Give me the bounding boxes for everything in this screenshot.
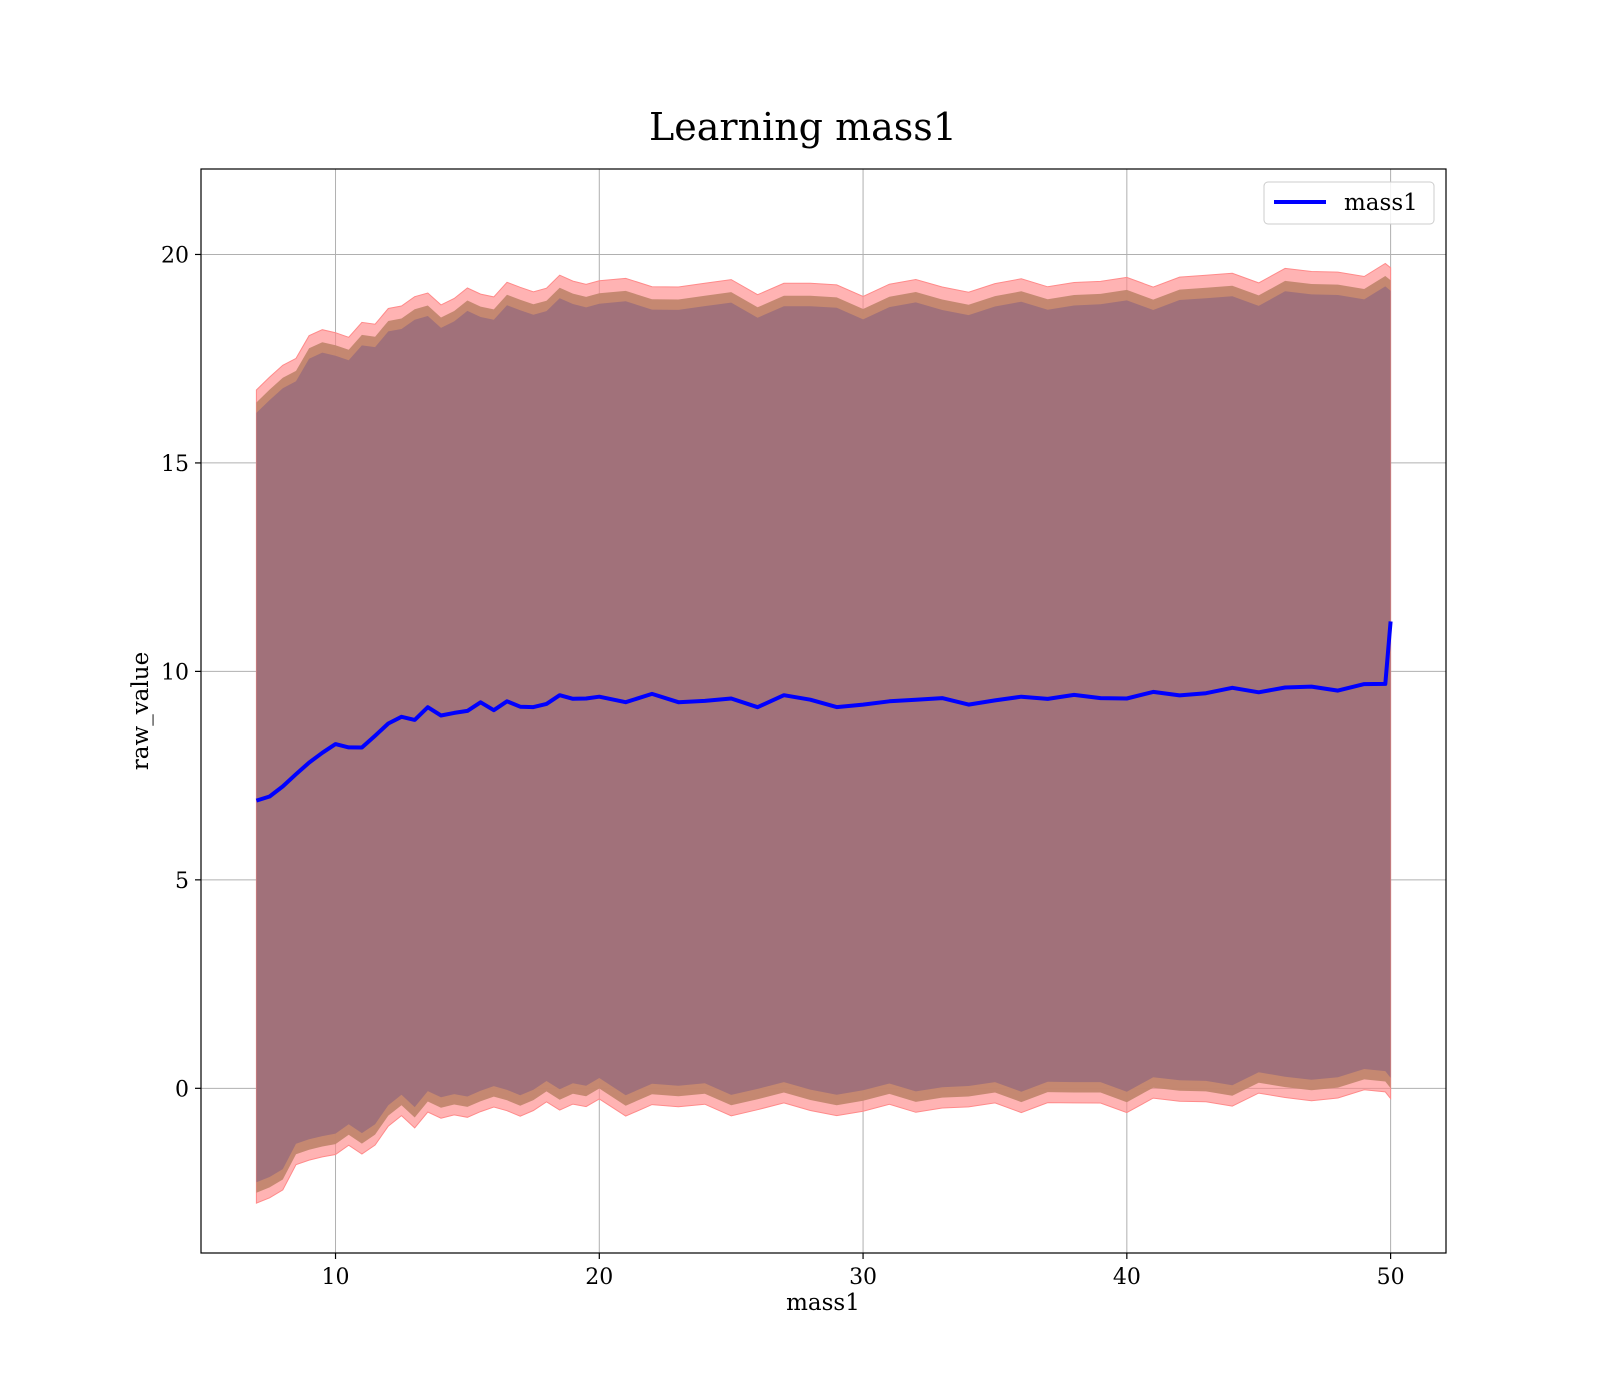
legend: mass1 xyxy=(1263,181,1435,225)
x-tick-label-30: 30 xyxy=(849,1265,877,1290)
y-tick-label-20: 20 xyxy=(161,243,189,268)
x-tick-label-10: 10 xyxy=(322,1265,350,1290)
series-lines xyxy=(255,621,1393,803)
chart-title: Learning mass1 xyxy=(649,105,957,149)
y-tick-label-10: 10 xyxy=(161,660,189,685)
y-tick-label-15: 15 xyxy=(161,452,189,477)
legend-label-mass1: mass1 xyxy=(1344,190,1418,216)
y-tick-label-5: 5 xyxy=(175,869,189,894)
x-tick-label-40: 40 xyxy=(1113,1265,1141,1290)
y-tick-label-0: 0 xyxy=(175,1077,189,1102)
confidence-bands xyxy=(255,262,1392,1204)
x-axis-label: mass1 xyxy=(786,1290,860,1316)
plot-frame xyxy=(200,168,1447,1254)
band-inner xyxy=(256,286,1391,1183)
series-line-mass1 xyxy=(255,621,1393,803)
y-axis-label: raw_value xyxy=(128,652,154,770)
axis-ticks: 10 20 30 40 50 0 5 10 15 20 xyxy=(161,243,1405,1290)
x-tick-label-20: 20 xyxy=(585,1265,613,1290)
x-tick-label-50: 50 xyxy=(1377,1265,1405,1290)
legend-box xyxy=(1263,181,1435,225)
